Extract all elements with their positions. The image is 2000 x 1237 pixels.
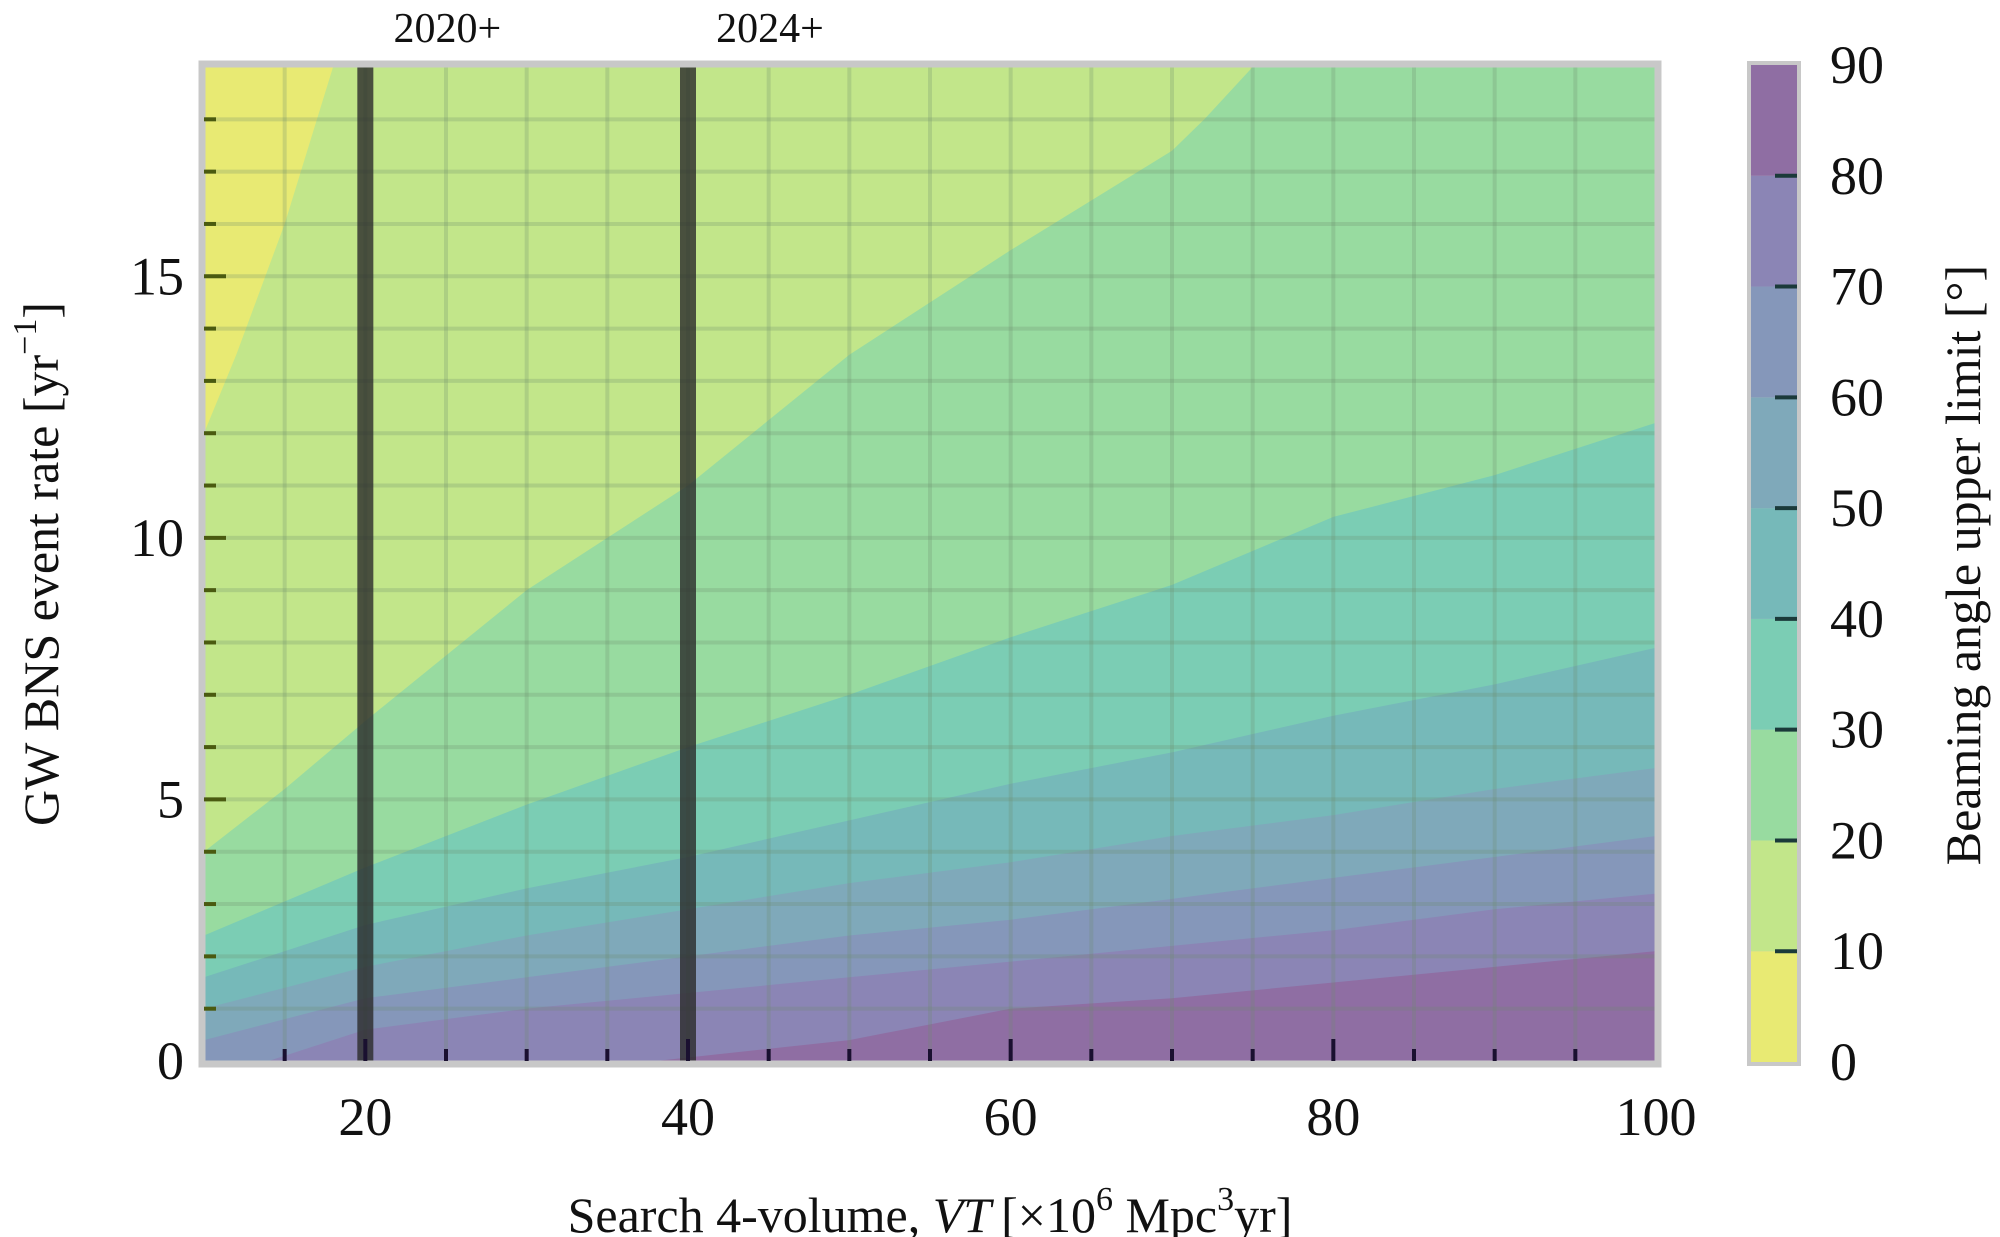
contour-band-10 [204, 67, 1253, 852]
colorbar-swatch-10 [1751, 840, 1797, 952]
epoch-line-2020+ [357, 67, 374, 1061]
y-tick-label: 15 [130, 246, 184, 306]
colorbar-tick-label: 40 [1830, 589, 1884, 649]
contour-bands [204, 67, 1656, 1061]
colorbar-tick-label: 30 [1830, 700, 1884, 760]
colorbar-tick-label: 20 [1830, 810, 1884, 870]
colorbar-tick-label: 80 [1830, 146, 1884, 206]
grid-lines [204, 67, 1656, 1061]
epoch-line-2024+ [680, 67, 696, 1061]
colorbar-swatch-50 [1751, 397, 1797, 509]
colorbar-tick-label: 0 [1830, 1032, 1857, 1092]
colorbar-tick-label: 60 [1830, 367, 1884, 427]
y-tick-label: 5 [157, 769, 184, 829]
colorbar-swatch-0 [1751, 951, 1797, 1062]
colorbar-tick-label: 10 [1830, 921, 1884, 981]
y-axis-label: GW BNS event rate [yr−1] [7, 302, 69, 826]
colorbar-swatch-80 [1751, 65, 1797, 176]
epoch-markers: 2020+ 2024+ [357, 6, 824, 1061]
y-tick-label: 0 [157, 1031, 184, 1091]
colorbar-tick-label: 50 [1830, 478, 1884, 538]
x-tick-label: 80 [1306, 1087, 1360, 1147]
colorbar-swatch-70 [1751, 175, 1797, 287]
colorbar-swatch-40 [1751, 508, 1797, 619]
axis-ticks: 20 40 60 80 100 0 5 10 15 [130, 117, 1697, 1147]
plot-frame [198, 60, 1662, 1068]
x-tick-label: 60 [984, 1087, 1038, 1147]
colorbar-swatch-30 [1751, 618, 1797, 730]
colorbar-tick-label: 70 [1830, 257, 1884, 317]
x-axis-label: Search 4-volume, VT [×106 Mpc3yr] [568, 1181, 1293, 1237]
epoch-label: 2020+ [393, 6, 501, 52]
colorbar: 0 10 20 30 40 50 60 70 80 90 [1747, 35, 1884, 1092]
x-tick-label: 20 [338, 1087, 392, 1147]
colorbar-swatch-20 [1751, 729, 1797, 841]
x-tick-label: 40 [661, 1087, 715, 1147]
y-tick-label: 10 [130, 508, 184, 568]
colorbar-label: Beaming angle upper limit [°] [1935, 265, 1991, 865]
colorbar-swatch-60 [1751, 286, 1797, 398]
epoch-label: 2024+ [716, 6, 824, 52]
x-tick-label: 100 [1616, 1087, 1697, 1147]
colorbar-tick-label: 90 [1830, 35, 1884, 95]
contour-band-0 [204, 67, 334, 434]
